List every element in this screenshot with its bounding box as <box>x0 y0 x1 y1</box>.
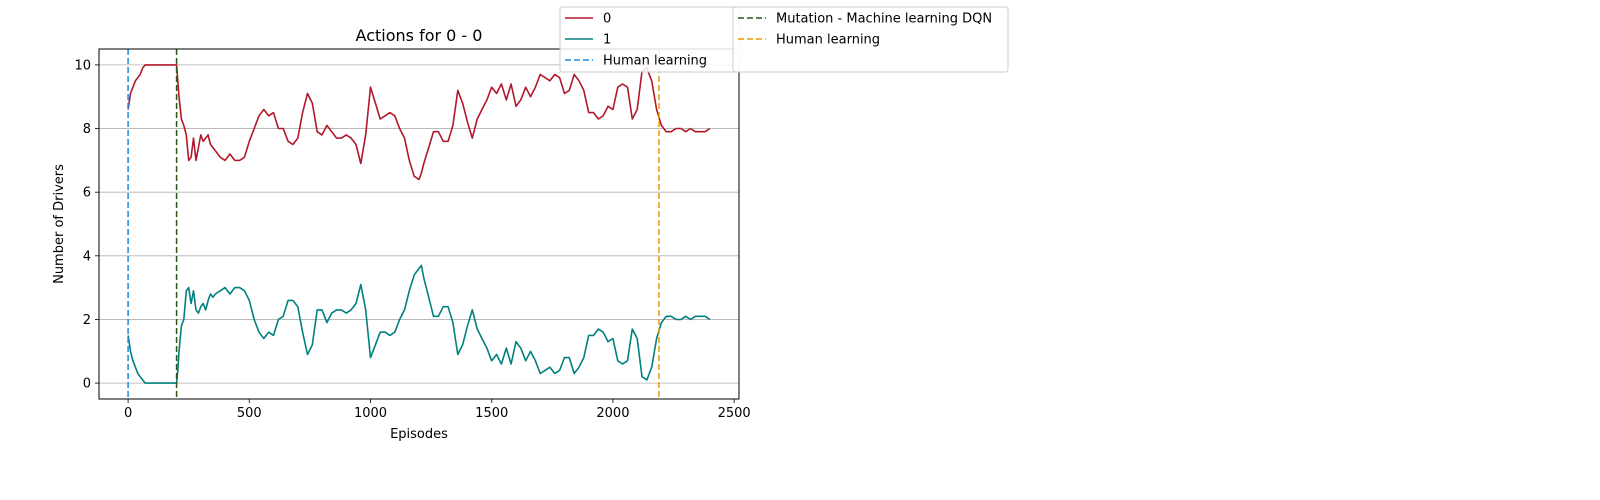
gridlines <box>99 64 739 384</box>
axis-ticks: 0 2 4 6 8 10 0 500 1000 1500 2000 2500 <box>74 58 750 421</box>
x-tick-label: 1500 <box>475 406 508 421</box>
legend-main-item-label: Human learning <box>603 54 707 69</box>
x-tick-label: 1000 <box>354 406 387 421</box>
x-axis-label: Episodes <box>390 427 448 442</box>
y-tick-label: 6 <box>83 186 91 201</box>
series-line-0 <box>127 64 711 181</box>
x-tick-label: 500 <box>237 406 262 421</box>
legend-main-item-label: 0 <box>603 12 611 27</box>
legend-secondary-item-label: Mutation - Machine learning DQN <box>776 12 992 27</box>
plot-area <box>127 49 711 399</box>
chart-title: Actions for 0 - 0 <box>356 26 483 45</box>
y-tick-label: 8 <box>83 122 91 137</box>
y-axis-label: Number of Drivers <box>52 164 67 284</box>
series-line-1 <box>127 264 711 384</box>
y-tick-label: 10 <box>74 58 91 73</box>
x-tick-label: 0 <box>124 406 132 421</box>
y-tick-label: 2 <box>83 313 91 328</box>
legend-secondary: Mutation - Machine learning DQN Human lea… <box>732 6 1009 73</box>
plot-frame <box>98 48 740 400</box>
legend-secondary-item-frame <box>732 6 1009 73</box>
x-tick-label: 2500 <box>718 406 751 421</box>
legend-main-item-label: 1 <box>603 33 611 48</box>
legend-secondary-item-label: Human learning <box>776 33 880 48</box>
x-tick-label: 2000 <box>596 406 629 421</box>
y-tick-label: 4 <box>83 249 91 264</box>
legend-main: 0 1 Human learning <box>559 6 740 73</box>
y-tick-label: 0 <box>83 377 91 392</box>
